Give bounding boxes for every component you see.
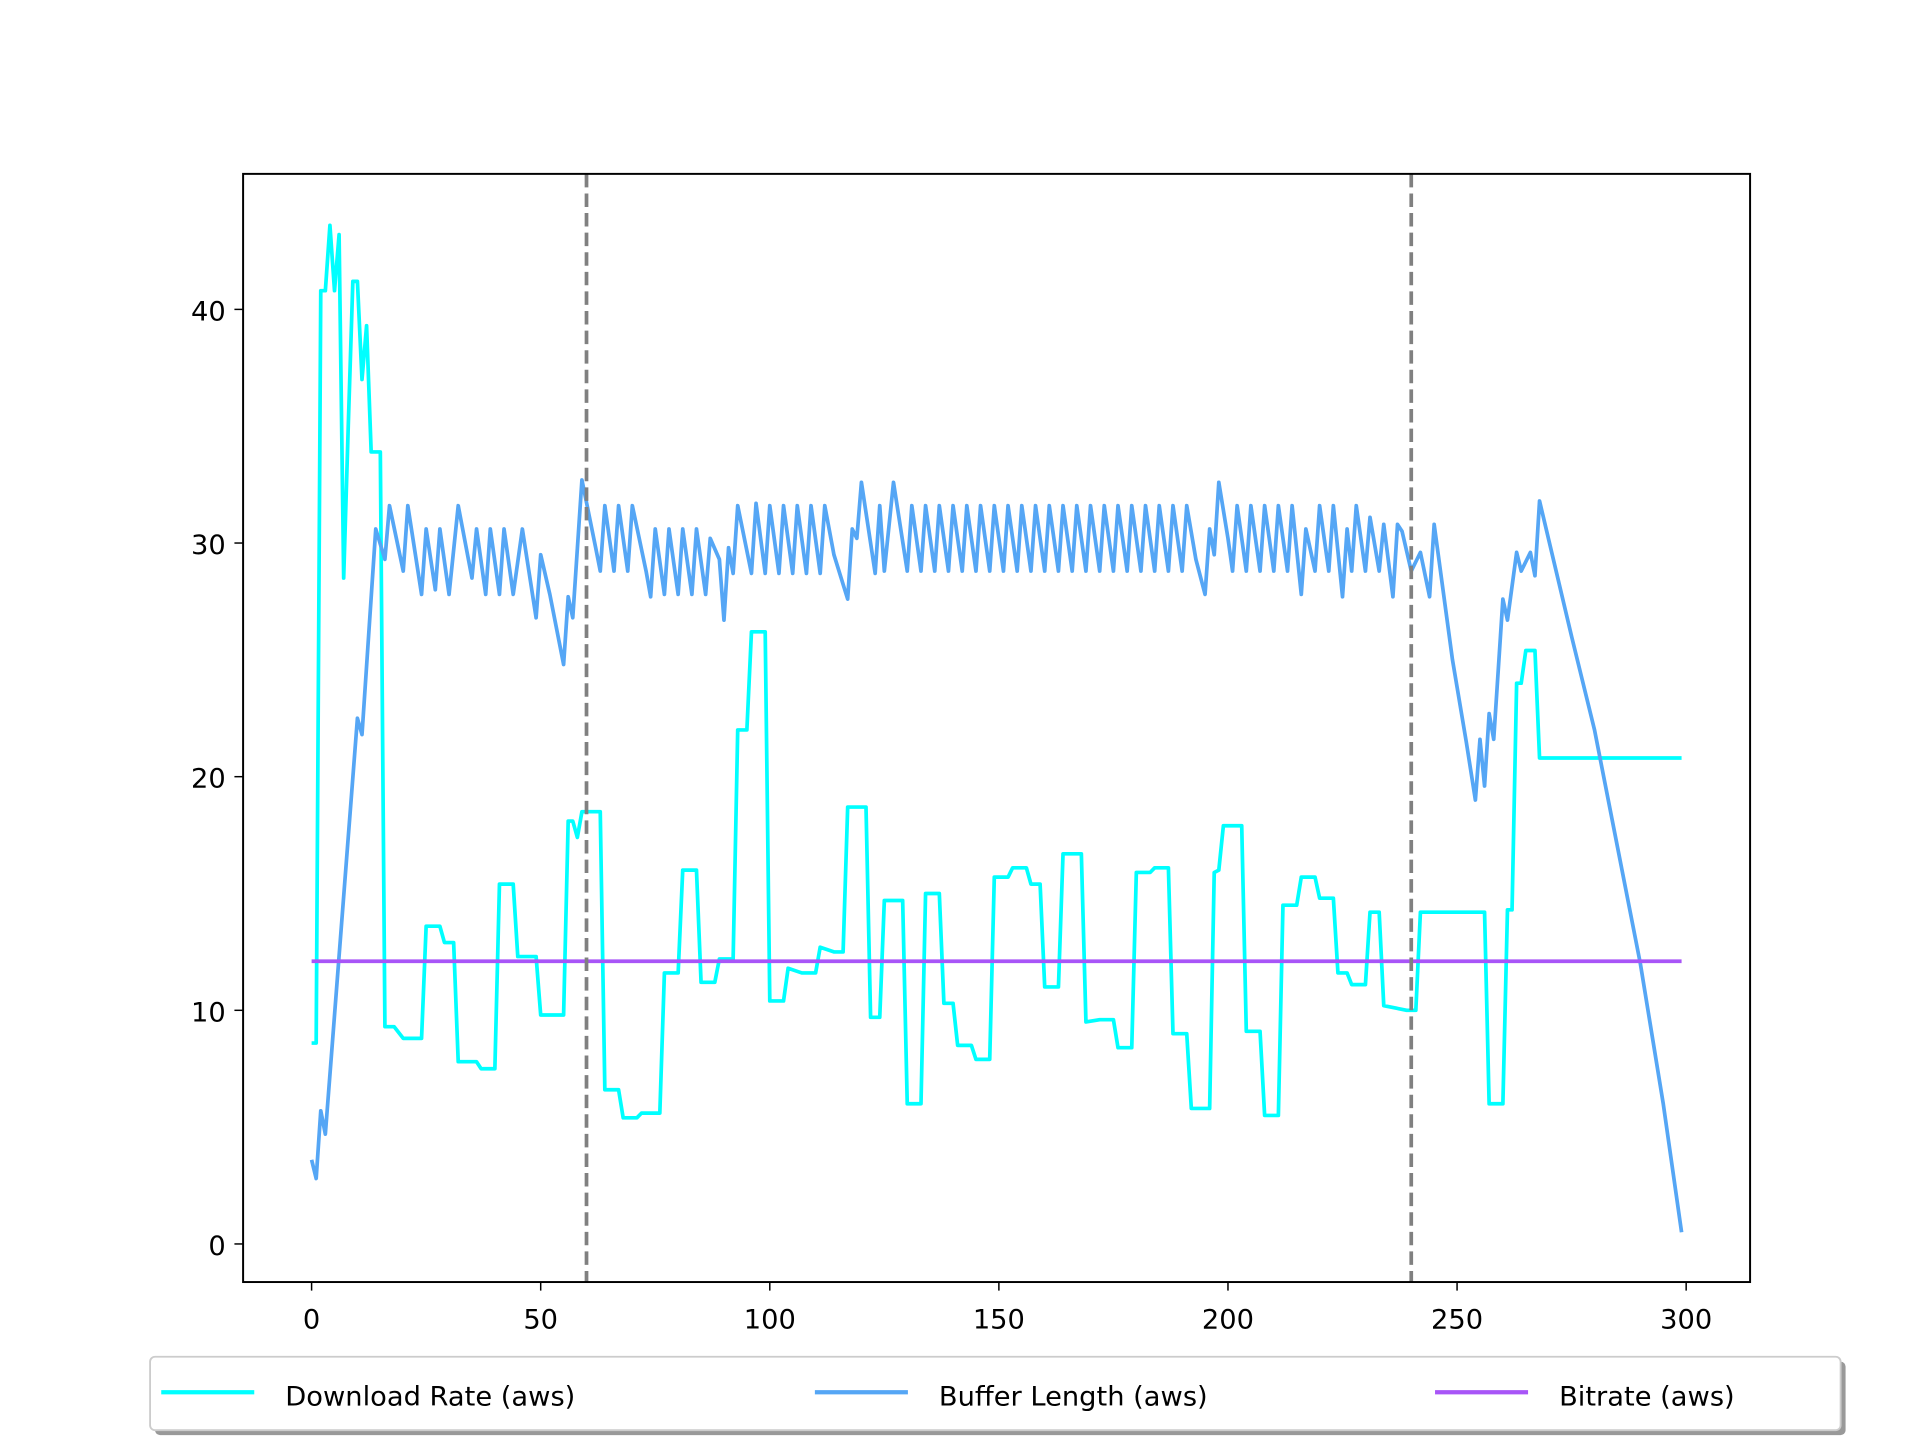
x-tick-label: 50	[523, 1305, 558, 1336]
plot-frame	[242, 172, 1752, 1284]
y-tick-label: 10	[191, 997, 226, 1028]
x-tick-label: 0	[303, 1305, 320, 1336]
series-line	[311, 223, 1682, 1120]
legend: Download Rate (aws) Buffer Length (aws) Bi…	[149, 1355, 1846, 1436]
legend-label: Download Rate (aws)	[285, 1382, 575, 1413]
x-tick-label: 150	[973, 1305, 1025, 1336]
series-line	[309, 478, 1684, 1233]
legend-label: Bitrate (aws)	[1559, 1382, 1735, 1413]
x-tick-label: 300	[1660, 1305, 1712, 1336]
y-tick-label: 0	[208, 1231, 225, 1262]
legend-label: Buffer Length (aws)	[939, 1382, 1208, 1413]
legend-box	[149, 1355, 1842, 1432]
y-tick-label: 30	[191, 530, 226, 561]
x-tick-label: 200	[1202, 1305, 1254, 1336]
y-tick-label: 40	[191, 297, 226, 328]
y-tick-label: 20	[191, 764, 226, 795]
x-tick-label: 250	[1431, 1305, 1483, 1336]
x-tick-label: 100	[744, 1305, 796, 1336]
